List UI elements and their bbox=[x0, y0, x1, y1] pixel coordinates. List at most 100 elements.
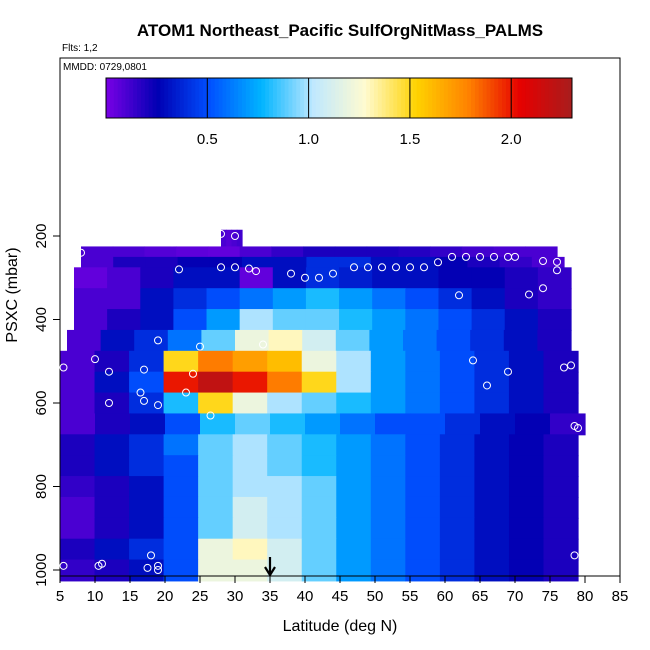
sample-point bbox=[378, 263, 386, 272]
colorbar-segment bbox=[296, 78, 301, 118]
sample-point bbox=[539, 257, 547, 266]
heatmap-cell bbox=[232, 538, 268, 561]
heatmap-cell bbox=[537, 329, 572, 352]
x-tick-label: 75 bbox=[542, 588, 559, 605]
colorbar-segment bbox=[350, 78, 356, 118]
heatmap-cell bbox=[537, 288, 572, 311]
heatmap-cell bbox=[270, 413, 306, 436]
heatmap-cell bbox=[543, 496, 579, 519]
heatmap-cell bbox=[107, 309, 141, 331]
colorbar-segment bbox=[109, 78, 115, 118]
colorbar-segment bbox=[420, 78, 425, 118]
sample-point bbox=[259, 340, 267, 349]
heatmap-cell bbox=[301, 371, 337, 394]
heatmap-cell bbox=[60, 538, 96, 561]
heatmap-cell bbox=[163, 517, 199, 540]
heatmap-cell bbox=[439, 517, 475, 540]
heatmap-cell bbox=[405, 371, 441, 394]
sample-point bbox=[77, 248, 85, 257]
colorbar-segment bbox=[183, 78, 189, 118]
flights-note: Flts: 1,2 bbox=[62, 43, 98, 54]
colorbar-segment bbox=[513, 78, 519, 118]
colorbar-segment bbox=[218, 78, 223, 118]
heatmap-cell bbox=[94, 434, 130, 457]
sample-point bbox=[511, 252, 519, 261]
x-tick-label: 20 bbox=[157, 588, 174, 605]
colorbar-tick-label: 0.5 bbox=[197, 131, 218, 148]
colorbar-segment bbox=[443, 78, 449, 118]
colorbar-segment bbox=[319, 78, 324, 118]
sample-point bbox=[490, 238, 498, 247]
x-tick-label: 5 bbox=[56, 588, 64, 605]
sample-point bbox=[143, 563, 152, 572]
heatmap-cell bbox=[94, 371, 130, 394]
sample-point bbox=[406, 263, 414, 272]
colorbar-segment bbox=[564, 78, 569, 118]
colorbar-segment bbox=[537, 78, 542, 118]
sample-point bbox=[182, 388, 190, 397]
x-tick-label: 85 bbox=[612, 588, 629, 605]
colorbar-segment bbox=[408, 78, 414, 118]
x-axis-label: Latitude (deg N) bbox=[283, 618, 398, 635]
heatmap-cell bbox=[370, 350, 406, 373]
sample-point bbox=[483, 381, 491, 390]
sample-point bbox=[504, 367, 512, 376]
colorbar-segment bbox=[502, 78, 507, 118]
heatmap-cell bbox=[94, 496, 130, 519]
heatmap-cell bbox=[474, 538, 510, 561]
colorbar-segment bbox=[230, 78, 235, 118]
colorbar-segment bbox=[521, 78, 526, 118]
heatmap-cell bbox=[163, 392, 199, 415]
heatmap-cell bbox=[60, 350, 96, 373]
sample-point bbox=[539, 284, 547, 293]
heatmap-cell bbox=[550, 413, 586, 436]
colorbar-segment bbox=[187, 78, 192, 118]
heatmap-cell bbox=[74, 309, 108, 331]
colorbar-segment bbox=[548, 78, 554, 118]
heatmap-cell bbox=[508, 559, 545, 582]
sample-point bbox=[434, 258, 442, 267]
colorbar-segment bbox=[175, 78, 181, 118]
heatmap-cell bbox=[232, 476, 268, 498]
colorbar-segment bbox=[117, 78, 123, 118]
colorbar-segment bbox=[568, 78, 573, 118]
heatmap-cell bbox=[267, 350, 303, 373]
heatmap-cell bbox=[537, 267, 572, 290]
x-tick-label: 65 bbox=[472, 588, 489, 605]
sample-point bbox=[245, 264, 253, 273]
colorbar-segment bbox=[459, 78, 464, 118]
colorbar-segment bbox=[203, 78, 208, 118]
heatmap-cell bbox=[198, 392, 234, 415]
heatmap-cell bbox=[301, 517, 337, 540]
heatmap-cell bbox=[504, 288, 539, 311]
heatmap-cell bbox=[130, 413, 166, 436]
colorbar-segment bbox=[206, 78, 212, 118]
heatmap-cell bbox=[198, 559, 234, 582]
colorbar-segment bbox=[222, 78, 227, 118]
heatmap-cell bbox=[232, 371, 268, 394]
colorbar-segment bbox=[265, 78, 270, 118]
x-tick-label: 30 bbox=[227, 588, 244, 605]
heatmap-cell bbox=[445, 413, 481, 436]
sample-point bbox=[94, 561, 103, 570]
colorbar-segment bbox=[494, 78, 499, 118]
heatmap-cell bbox=[439, 434, 475, 457]
heatmap-cell bbox=[370, 559, 406, 582]
heatmap-cell bbox=[336, 476, 372, 498]
heatmap-cell bbox=[405, 392, 441, 415]
colorbar-segment bbox=[540, 78, 546, 118]
heatmap-cell bbox=[94, 517, 130, 540]
heatmap-cell bbox=[375, 413, 411, 436]
heatmap-cell bbox=[272, 267, 307, 290]
sample-point bbox=[154, 561, 162, 570]
colorbar-segment bbox=[269, 78, 274, 118]
heatmap-cell bbox=[60, 434, 96, 457]
heatmap-cell bbox=[515, 413, 551, 436]
colorbar-segment bbox=[490, 78, 495, 118]
heatmap-cell bbox=[201, 329, 236, 352]
heatmap-cell bbox=[543, 559, 579, 582]
colorbar-segment bbox=[342, 78, 348, 118]
heatmap-cell bbox=[60, 517, 96, 540]
heatmap-cell bbox=[504, 309, 539, 331]
heatmap-cell bbox=[268, 329, 303, 352]
